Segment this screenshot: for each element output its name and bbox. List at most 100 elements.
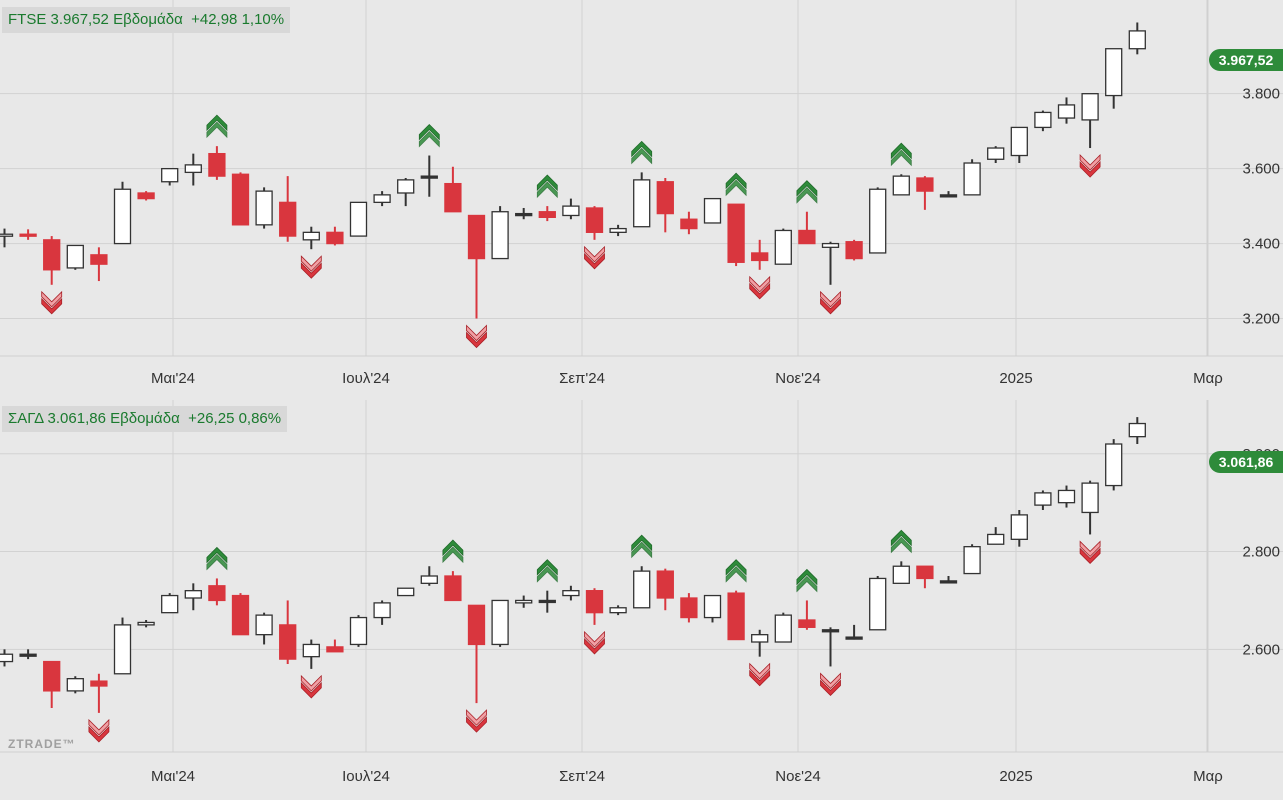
x-tick-label: Σεπ'24: [559, 768, 605, 785]
candle-body: [798, 229, 816, 245]
signal-down-icon: [749, 669, 771, 687]
candle-body: [113, 188, 132, 245]
candle-body: [137, 192, 155, 200]
candle-body: [349, 616, 368, 646]
candle-body: [255, 190, 273, 226]
signal-up-icon: [206, 546, 228, 564]
candle-body: [137, 621, 155, 626]
candle-body: [515, 599, 533, 604]
signal-up-icon: [725, 172, 747, 190]
candle-body: [66, 244, 84, 269]
signal-up-icon: [796, 187, 818, 204]
candle-body: [892, 175, 910, 196]
candle-body: [798, 619, 816, 628]
signal-down-icon: [1079, 161, 1101, 178]
candle-body: [373, 602, 391, 619]
signal-up-icon: [631, 534, 653, 552]
signal-down-icon: [88, 725, 110, 743]
signal-up-icon: [890, 529, 912, 547]
candle-body: [255, 614, 273, 636]
candle-body: [279, 624, 297, 660]
y-tick-label: 3.400: [1242, 236, 1280, 253]
signal-up-icon: [418, 123, 440, 141]
candle-body: [231, 594, 250, 636]
candle-body: [585, 207, 604, 233]
candle-body: [633, 570, 651, 609]
signal-down-icon: [820, 290, 841, 308]
candle-body: [515, 212, 533, 217]
candle-body: [585, 590, 604, 614]
legend-sagd: ΣΑΓΔ 3.061,86 Εβδομάδα +26,25 0,86%: [2, 406, 288, 432]
candle-body: [373, 194, 391, 204]
x-tick-label: Ιουλ'24: [342, 370, 390, 387]
candle-body: [1010, 126, 1028, 157]
signal-up-icon: [418, 130, 440, 148]
candle-body: [208, 585, 226, 602]
signal-down-icon: [466, 716, 487, 733]
legend-last: 3.061,86: [47, 410, 106, 427]
legend-change-pct: 0,86%: [238, 410, 282, 427]
candle-body: [420, 175, 438, 179]
signal-down-icon: [749, 275, 771, 293]
x-tick-label: 2025: [999, 768, 1032, 785]
last-price-tag-sagd: 3.061,86: [1209, 451, 1283, 473]
signal-up-icon: [536, 566, 558, 583]
candle-body: [892, 565, 910, 584]
candle-body: [43, 239, 61, 271]
legend-last: 3.967,52: [50, 11, 109, 28]
candle-body: [609, 607, 627, 614]
candle-body: [987, 533, 1005, 545]
candle-body: [703, 197, 722, 224]
candle-body: [326, 231, 344, 245]
signal-up-icon: [206, 553, 228, 571]
candle-body: [444, 182, 462, 213]
y-tick-label: 3.200: [1242, 311, 1280, 328]
candle-body: [727, 203, 745, 263]
signal-down-icon: [300, 262, 322, 279]
signal-up-icon: [536, 174, 558, 192]
candle-body: [326, 646, 344, 653]
signal-down-icon: [820, 672, 841, 690]
signal-up-icon: [725, 179, 747, 197]
signal-up-icon: [206, 114, 228, 132]
candle-body: [703, 594, 722, 619]
signal-down-icon: [300, 674, 322, 692]
y-tick-label: 3.600: [1242, 161, 1280, 178]
signal-up-icon: [631, 541, 653, 559]
signal-down-icon: [88, 718, 110, 736]
signal-down-icon: [41, 290, 63, 308]
candle-body: [609, 227, 627, 233]
candle-body: [845, 636, 863, 640]
signal-down-icon: [1079, 540, 1101, 558]
candle-body: [562, 590, 580, 597]
candle-body: [656, 181, 674, 215]
y-tick-label: 3.800: [1242, 86, 1280, 103]
signal-up-icon: [442, 546, 464, 564]
x-tick-label: Ιουλ'24: [342, 768, 390, 785]
candle-body: [963, 546, 981, 575]
legend-change: +26,25: [188, 410, 235, 427]
signal-up-icon: [206, 121, 228, 139]
candle-body: [1081, 93, 1099, 121]
candle-body: [939, 194, 958, 198]
candle-body: [0, 233, 14, 237]
candle-body: [916, 565, 934, 580]
candle-body: [90, 254, 108, 265]
candle-body: [43, 660, 61, 692]
y-tick-label: 2.600: [1242, 641, 1280, 658]
y-tick-label: 2.800: [1242, 544, 1280, 561]
candle-body: [66, 678, 84, 692]
x-tick-label: Νοε'24: [775, 768, 820, 785]
candle-body: [420, 575, 438, 584]
signal-down-icon: [584, 245, 605, 263]
legend-change: +42,98: [191, 11, 238, 28]
signal-up-icon: [890, 142, 912, 160]
candle-body: [916, 177, 934, 192]
candle-body: [397, 179, 415, 194]
x-tick-label: 2025: [999, 370, 1032, 387]
candle-body: [90, 680, 108, 687]
signal-up-icon: [725, 566, 747, 583]
x-tick-label: Μαρ: [1193, 768, 1223, 785]
